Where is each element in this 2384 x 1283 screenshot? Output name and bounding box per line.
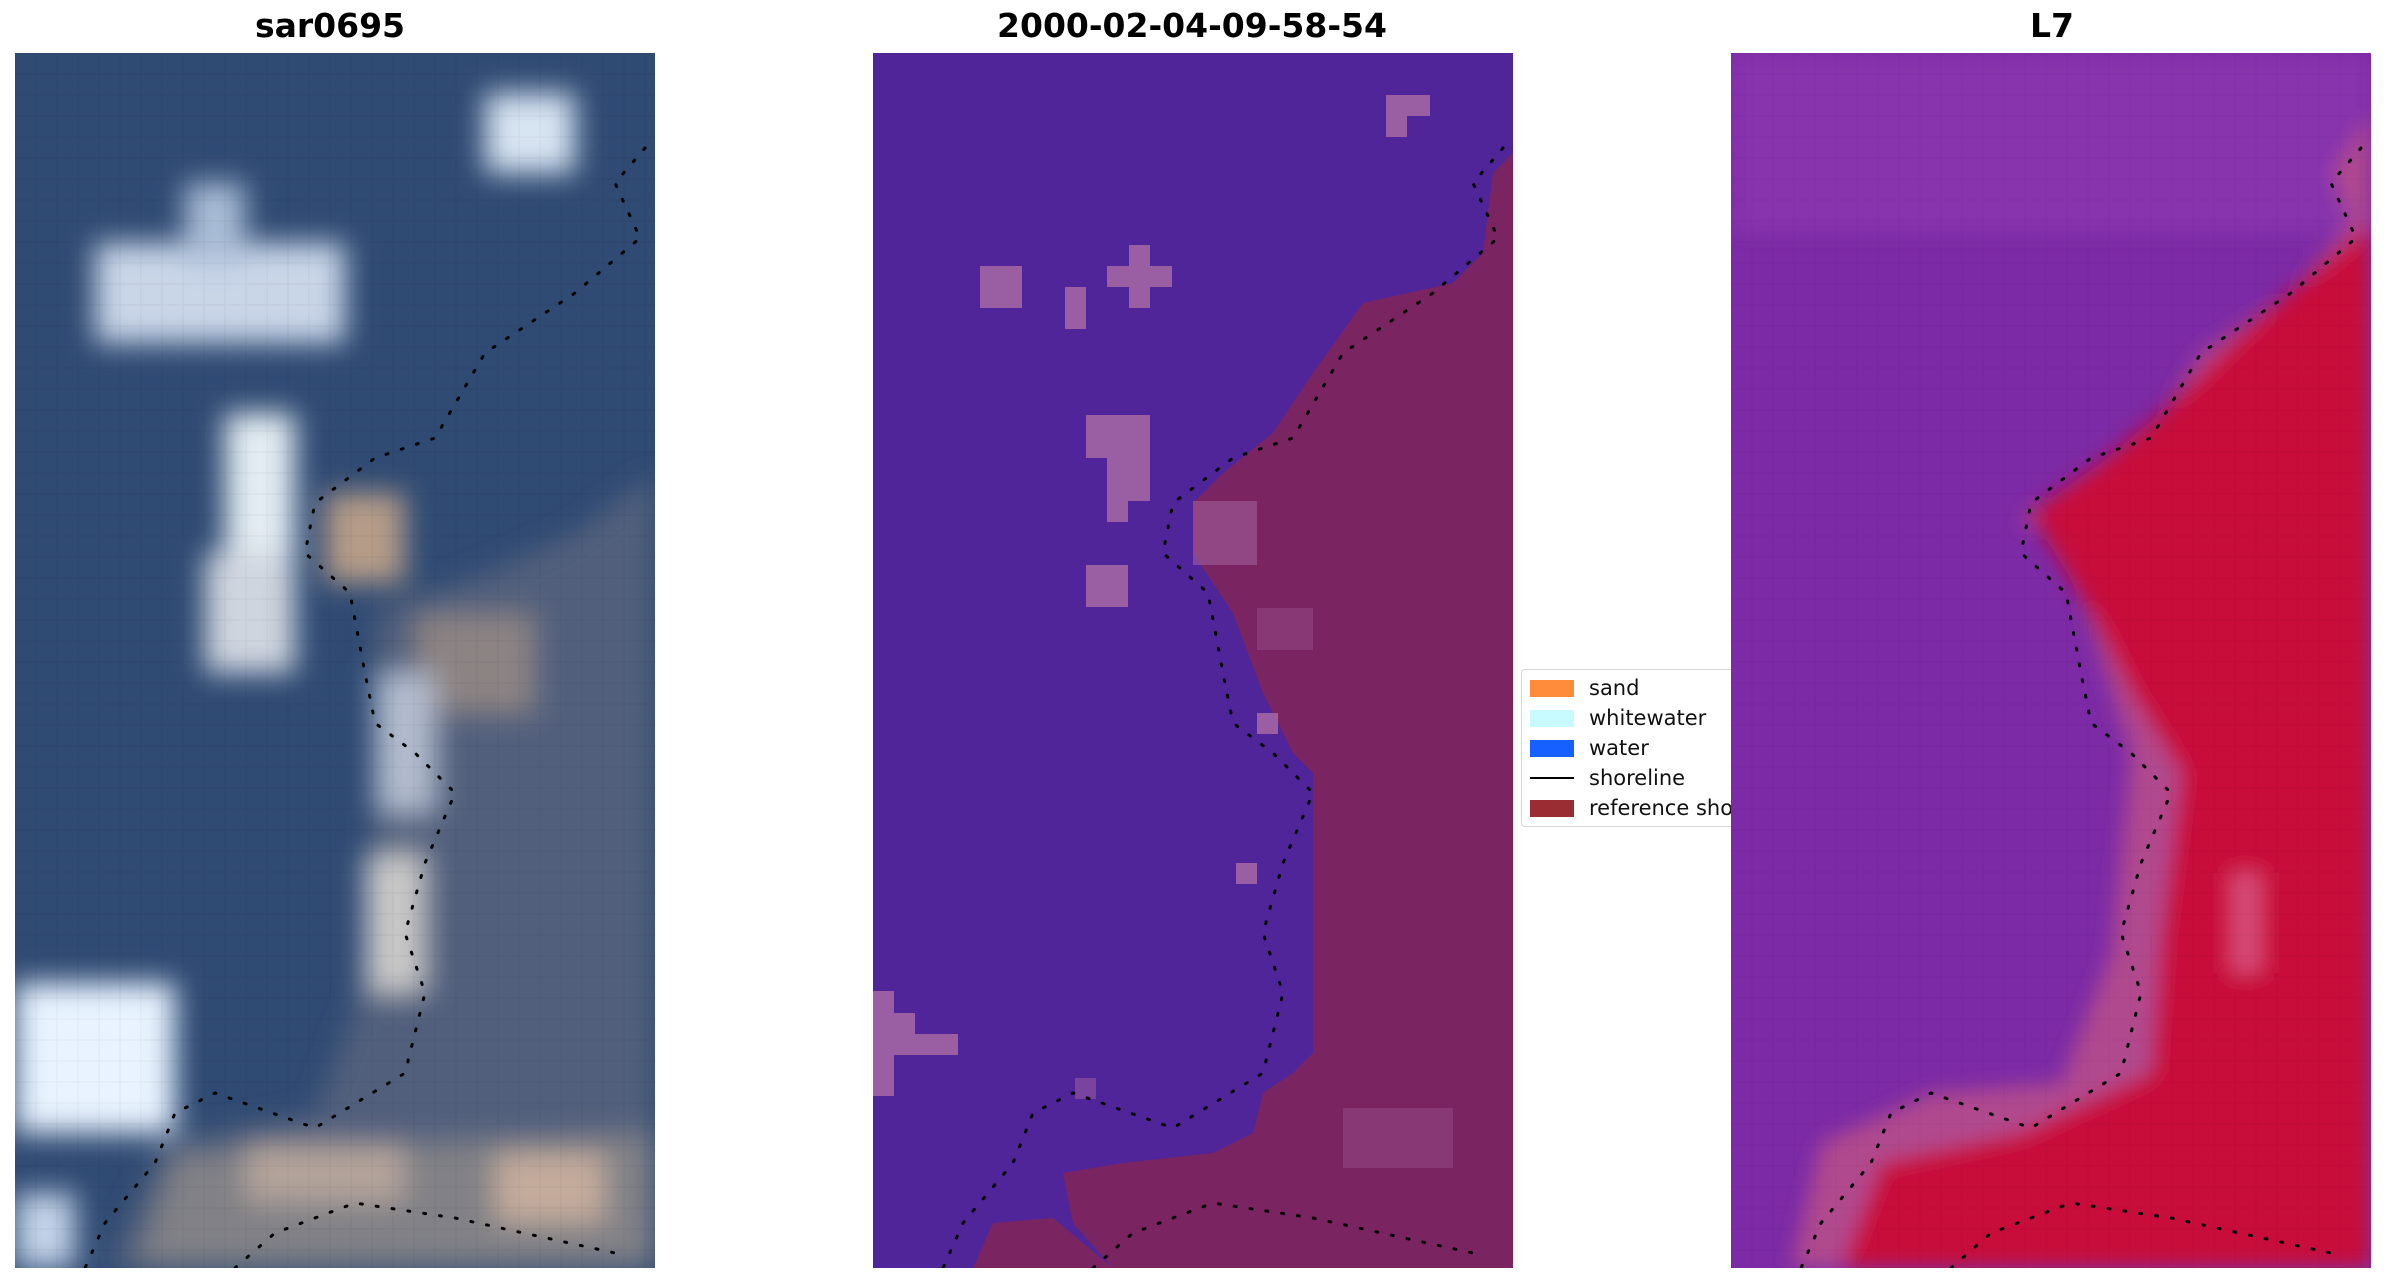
rgb-image-panel <box>15 53 655 1268</box>
index-image-panel <box>1731 53 2371 1268</box>
panel-3-title: L7 <box>2030 6 2074 45</box>
whitewater-swatch <box>1530 709 1574 727</box>
classified-image <box>873 53 1513 1268</box>
classified-image-panel <box>873 53 1513 1268</box>
legend-label: shoreline <box>1589 766 1686 790</box>
panel-2-title: 2000-02-04-09-58-54 <box>997 6 1387 45</box>
legend-label: sand <box>1589 676 1640 700</box>
rgb-image <box>15 53 655 1268</box>
legend-item-sand: sand <box>1530 673 1639 703</box>
reference-shoreline-swatch <box>1530 799 1574 817</box>
panel-1-title: sar0695 <box>254 6 406 45</box>
legend: sand whitewater water shoreline referenc… <box>1521 669 1735 827</box>
shoreline-line-swatch <box>1530 777 1574 779</box>
water-swatch <box>1530 739 1574 757</box>
legend-label: reference sho <box>1589 796 1734 820</box>
sand-swatch <box>1530 679 1574 697</box>
legend-label: water <box>1589 736 1649 760</box>
legend-item-shoreline: shoreline <box>1530 763 1685 793</box>
legend-item-whitewater: whitewater <box>1530 703 1706 733</box>
legend-item-reference-shoreline: reference sho <box>1530 793 1733 823</box>
index-image <box>1731 53 2371 1268</box>
legend-item-water: water <box>1530 733 1649 763</box>
legend-label: whitewater <box>1589 706 1707 730</box>
